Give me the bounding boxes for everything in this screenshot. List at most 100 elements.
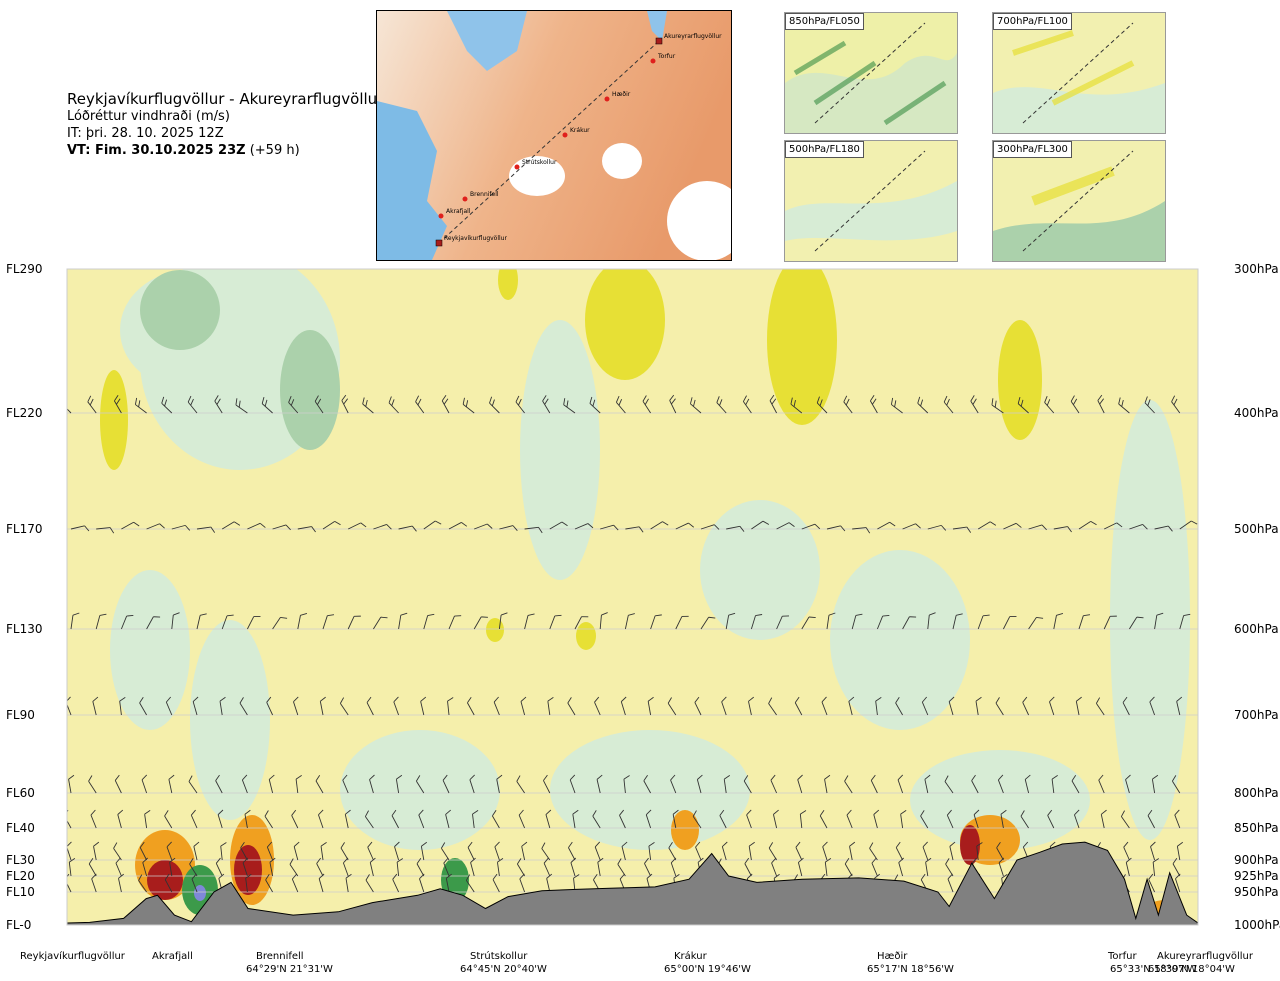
- wind-barb: [995, 697, 1004, 716]
- station-coordinate: 64°45'N 20°40'W: [460, 964, 547, 975]
- wind-barb: [398, 612, 408, 630]
- wind-barb: [917, 396, 929, 414]
- wind-barb: [669, 394, 677, 414]
- wind-barb: [593, 269, 601, 270]
- wind-barb: [369, 774, 375, 794]
- wind-barb: [261, 397, 273, 414]
- wind-barb: [161, 396, 173, 414]
- wind-barb: [799, 810, 807, 829]
- wind-barb: [322, 520, 341, 530]
- wind-barb: [413, 269, 425, 270]
- wind-barb: [801, 616, 816, 630]
- wind-barb: [768, 842, 777, 861]
- station-name: Akrafjall: [152, 951, 193, 962]
- wind-barb: [771, 857, 778, 877]
- wind-barb: [465, 874, 475, 893]
- pressure-axis: 300hPa 400hPa 500hPa 600hPa 700hPa 800hPa 850h…: [1234, 262, 1280, 932]
- wind-barb: [416, 857, 425, 877]
- wind-barb: [513, 269, 525, 270]
- wind-barb: [1095, 269, 1105, 270]
- wind-barb: [312, 269, 324, 270]
- wind-barb: [849, 841, 856, 861]
- wind-barb: [773, 809, 779, 829]
- wind-barb: [423, 520, 442, 530]
- wind-barb: [524, 526, 543, 534]
- wind-barb: [1154, 612, 1164, 630]
- flight-level-label: FL40: [6, 821, 35, 835]
- wind-barb: [242, 857, 249, 877]
- wind-barb: [419, 873, 425, 893]
- wind-barb: [441, 394, 450, 414]
- wind-barb: [725, 612, 736, 630]
- wind-barb: [1078, 614, 1091, 630]
- wind-barb: [1176, 841, 1184, 861]
- map-point-label: Strútskollur: [522, 159, 557, 166]
- wind-barb: [563, 398, 576, 414]
- wind-barb: [844, 775, 853, 794]
- wind-barb: [114, 774, 122, 794]
- wind-barb: [948, 696, 955, 716]
- wind-barb: [1123, 841, 1130, 861]
- wind-barb: [293, 841, 300, 861]
- wind-barb: [489, 396, 500, 414]
- wind-barb: [975, 696, 982, 716]
- wind-barb: [470, 857, 476, 877]
- wind-barb: [692, 810, 702, 829]
- wind-barb: [494, 841, 500, 861]
- wind-barb: [518, 809, 526, 829]
- pressure-level-label: 300hPa: [1234, 262, 1279, 276]
- wind-barb: [670, 857, 677, 877]
- wind-barb: [120, 615, 134, 630]
- fjord-eyjafjordur: [647, 11, 667, 41]
- wind-barb: [1074, 809, 1080, 829]
- wind-barb: [1143, 269, 1155, 270]
- wind-barb: [138, 874, 147, 893]
- wind-barb: [547, 696, 554, 716]
- wind-barb: [1169, 269, 1181, 270]
- wind-barb: [1017, 397, 1029, 414]
- wind-barb: [1175, 873, 1181, 893]
- wind-barb: [700, 524, 720, 530]
- wind-barb: [1121, 269, 1130, 270]
- wind-barb: [497, 857, 504, 877]
- wind-barb: [164, 873, 173, 893]
- wind-barb: [1051, 775, 1058, 794]
- wind-barb: [543, 857, 551, 877]
- wind-barb: [319, 696, 326, 716]
- route-map-svg: Akureyrarflugvöllur Torfur Hæðir Krákur Strú…: [377, 11, 731, 260]
- wind-barb: [269, 857, 276, 877]
- wind-barb: [947, 873, 954, 893]
- wind-barb: [594, 841, 601, 861]
- wind-barb: [196, 613, 207, 630]
- station-axis: Reykjavíkurflugvöllur Akrafjall Brennifell…: [20, 950, 1254, 975]
- wind-barb: [1095, 697, 1105, 716]
- wind-barb: [826, 525, 846, 532]
- wind-barb: [291, 809, 299, 829]
- map-point-marker: [655, 37, 663, 45]
- wind-barb: [1075, 696, 1082, 716]
- wind-barb: [246, 616, 261, 630]
- wind-barb: [392, 873, 400, 893]
- wind-barb: [185, 269, 198, 270]
- wind-barb: [423, 613, 435, 630]
- wind-barb: [1047, 809, 1055, 829]
- wind-barb: [492, 873, 500, 893]
- wind-barb: [264, 810, 273, 829]
- wind-barb: [540, 269, 551, 270]
- inset-850: 850hPa/FL050: [784, 12, 958, 134]
- wind-barb: [542, 395, 551, 414]
- wind-barb: [524, 613, 535, 630]
- pressure-level-label: 950hPa: [1234, 885, 1279, 899]
- wind-barb: [996, 841, 1004, 861]
- wind-barb: [1176, 696, 1183, 716]
- wind-barb: [445, 873, 452, 893]
- wind-barb: [1148, 873, 1156, 893]
- flight-level-axis: FL290 FL220 FL170 FL130 FL90 FL60 FL40 FL30 FL20…: [6, 262, 43, 932]
- wind-barb: [68, 774, 75, 794]
- wind-barb: [467, 841, 475, 861]
- wind-barb: [272, 524, 291, 531]
- wind-barb: [695, 841, 702, 861]
- wind-barb: [821, 696, 828, 716]
- wind-barb: [466, 269, 475, 270]
- wind-barb: [767, 269, 777, 270]
